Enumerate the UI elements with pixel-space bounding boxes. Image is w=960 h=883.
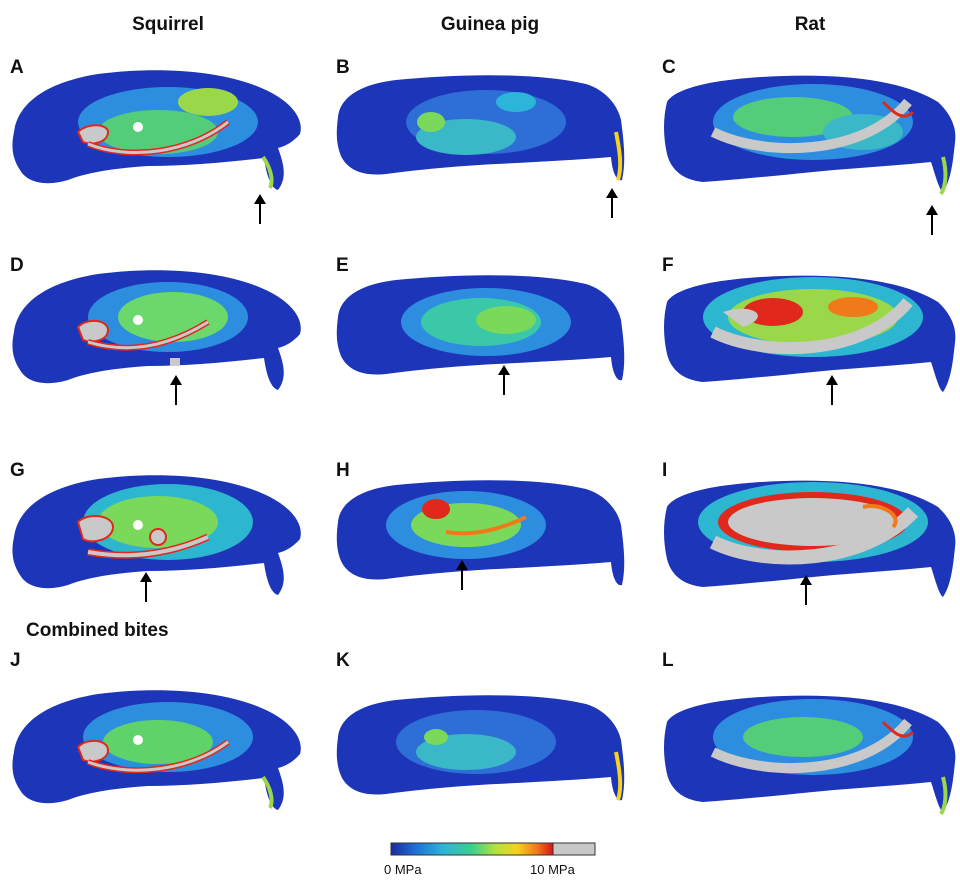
skull-guinea-pig-k: [336, 695, 625, 801]
skull-squirrel-a: [12, 70, 301, 190]
arrow-f: [826, 375, 838, 405]
column-title-guinea-pig: Guinea pig: [440, 14, 540, 35]
panel-letter-g: G: [10, 460, 25, 481]
skull-squirrel-g: [12, 475, 301, 595]
arrow-e: [498, 365, 510, 395]
panel-letter-i: I: [662, 460, 668, 481]
arrow-a: [254, 194, 266, 224]
arrow-i: [800, 575, 812, 605]
skull-rat-l: [664, 695, 956, 816]
skull-squirrel-d: [12, 270, 301, 390]
skull-rat-c: [664, 75, 956, 196]
panel-letter-b: B: [336, 57, 350, 78]
stress-colorbar: [390, 842, 596, 856]
skull-guinea-pig-h: [336, 480, 625, 586]
arrow-d: [170, 375, 182, 405]
colorbar-max-label: 10 MPa: [530, 862, 575, 877]
panel-letter-k: K: [336, 650, 350, 671]
arrow-c: [926, 205, 938, 235]
panel-letter-f: F: [662, 255, 674, 276]
skull-rat-i: [664, 480, 956, 597]
panel-letter-d: D: [10, 255, 24, 276]
skull-squirrel-j: [12, 690, 301, 810]
colorbar-min-label: 0 MPa: [384, 862, 422, 877]
panel-letter-e: E: [336, 255, 349, 276]
arrow-g: [140, 572, 152, 602]
panel-letter-h: H: [336, 460, 350, 481]
arrow-b: [606, 188, 618, 218]
column-title-squirrel: Squirrel: [132, 14, 204, 35]
panel-letter-j: J: [10, 650, 21, 671]
arrow-h: [456, 560, 468, 590]
section-title-combined-bites: Combined bites: [26, 620, 169, 641]
skull-guinea-pig-e: [336, 275, 625, 381]
panel-letter-c: C: [662, 57, 676, 78]
panel-letter-l: L: [662, 650, 674, 671]
skull-rat-f: [664, 275, 956, 392]
skull-guinea-pig-b: [336, 75, 625, 181]
panel-letter-a: A: [10, 57, 24, 78]
column-title-rat: Rat: [794, 14, 826, 35]
